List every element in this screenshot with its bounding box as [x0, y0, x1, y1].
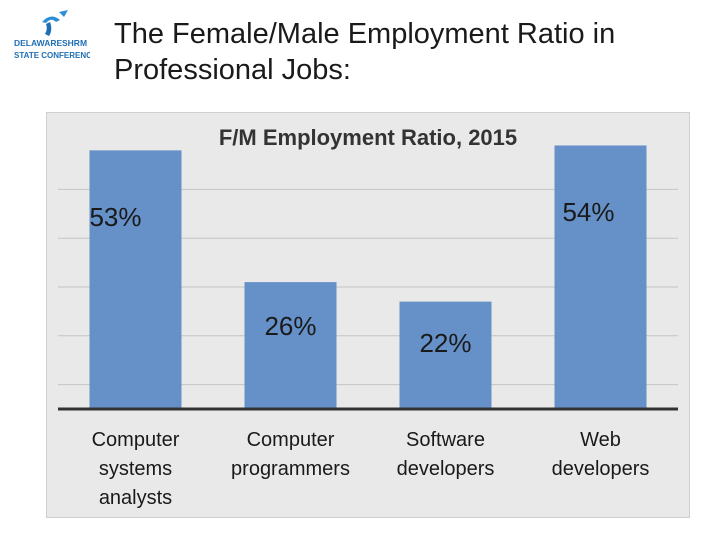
category-label: Computer [247, 429, 335, 451]
bar [89, 150, 182, 410]
data-label: 22% [419, 328, 471, 358]
category-labels: Computer systems analysts Computer programme… [92, 429, 650, 509]
bar [554, 145, 647, 410]
bar-series [89, 145, 647, 410]
category-label: programmers [231, 458, 350, 480]
category-label: Web [580, 429, 621, 451]
logo-text-delaware: DELAWARE [14, 38, 63, 48]
bar [399, 301, 492, 409]
person-figure-icon: DELAWARE SHRM STATE CONFERENCE [14, 10, 90, 60]
bar [244, 282, 337, 409]
category-label: Computer [92, 429, 180, 451]
data-label: 54% [562, 197, 614, 227]
category-label: developers [552, 458, 650, 480]
chart-title: F/M Employment Ratio, 2015 [219, 125, 517, 150]
data-labels: 53% 26% 22% 54% [89, 197, 614, 358]
category-label: analysts [99, 487, 172, 509]
slide-title-line-1: The Female/Male Employment Ratio in [114, 18, 616, 50]
category-label: Software [406, 429, 485, 451]
data-label: 26% [264, 311, 316, 341]
slide-title: The Female/Male Employment Ratio in Prof… [114, 16, 694, 88]
slide-title-line-2: Professional Jobs: [114, 54, 351, 86]
data-label: 53% [89, 202, 141, 232]
delaware-shrm-logo: DELAWARE SHRM STATE CONFERENCE [12, 10, 90, 66]
logo-text-shrm: SHRM [62, 38, 87, 48]
category-label: developers [397, 458, 495, 480]
category-label: systems [99, 458, 172, 480]
logo-text-state-conference: STATE CONFERENCE [14, 51, 90, 60]
